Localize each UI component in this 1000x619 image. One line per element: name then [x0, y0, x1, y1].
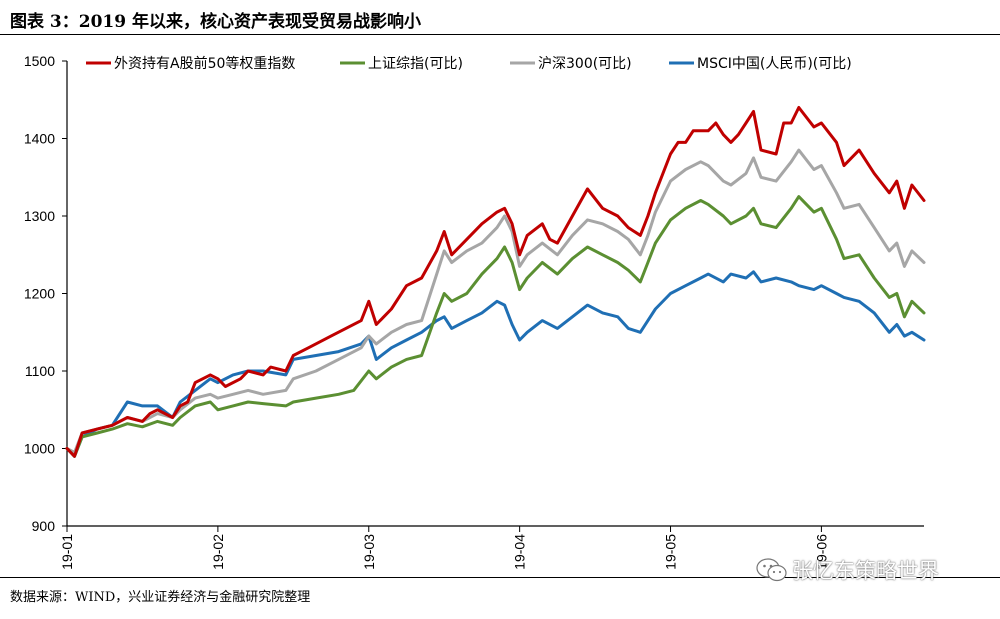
y-tick-label: 1200	[24, 286, 55, 302]
legend-label: 上证综指(可比)	[368, 56, 463, 72]
wechat-icon	[756, 558, 787, 582]
legend-label: MSCI中国(人民币)(可比)	[697, 56, 852, 72]
legend-label: 沪深300(可比)	[538, 56, 632, 72]
x-tick-label: 19-01	[59, 534, 75, 570]
chart-legend: 外资持有A股前50等权重指数 上证综指(可比) 沪深300(可比) MSCI中国(人民…	[86, 55, 852, 72]
watermark: 张忆东策略世界	[756, 555, 939, 585]
series-line-2	[65, 148, 926, 454]
x-tick-label: 19-05	[663, 534, 679, 570]
series-line-0	[65, 106, 926, 458]
x-tick-label: 19-02	[210, 534, 226, 570]
chart-series	[65, 106, 926, 458]
y-tick-label: 1500	[24, 53, 55, 69]
series-line-3	[65, 270, 926, 458]
title-divider	[0, 34, 1000, 35]
x-tick-label: 19-03	[361, 534, 377, 570]
x-tick-label: 19-04	[512, 534, 528, 570]
line-chart: 900 1000 1100 1200 1300 1400 1500 19-01 19-02 19-…	[24, 53, 926, 570]
source-divider	[0, 577, 1000, 578]
y-tick-label: 1100	[25, 363, 55, 379]
series-line-1	[65, 195, 926, 458]
y-tick-label: 900	[32, 518, 56, 534]
figure-title: 图表 3：2019 年以来，核心资产表现受贸易战影响小	[10, 12, 421, 32]
chart-axes: 900 1000 1100 1200 1300 1400 1500 19-01 19-02 19-…	[24, 53, 924, 570]
y-tick-label: 1300	[24, 208, 55, 224]
watermark-text: 张忆东策略世界	[792, 559, 939, 583]
y-tick-label: 1400	[24, 131, 55, 147]
y-tick-label: 1000	[24, 441, 55, 457]
x-tick-label: 19-06	[813, 534, 829, 570]
figure-source: 数据来源：WIND，兴业证券经济与金融研究院整理	[10, 590, 311, 605]
legend-label: 外资持有A股前50等权重指数	[114, 55, 295, 72]
